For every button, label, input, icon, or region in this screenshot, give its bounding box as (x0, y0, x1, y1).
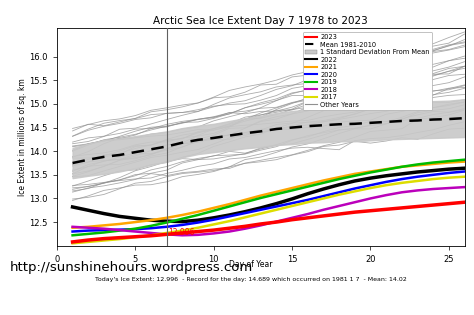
Text: Today's Ice Extent: 12.996  - Record for the day: 14.689 which occurred on 1981 : Today's Ice Extent: 12.996 - Record for … (95, 277, 407, 282)
Y-axis label: Ice Extent in millions of sq. km: Ice Extent in millions of sq. km (18, 78, 27, 196)
Text: Day of Year: Day of Year (229, 260, 273, 269)
Legend: 2023, Mean 1981-2010, 1 Standard Deviation From Mean, 2022, 2021, 2020, 2019, 20: 2023, Mean 1981-2010, 1 Standard Deviati… (303, 32, 432, 110)
Text: http://sunshinehours.wordpress.com: http://sunshinehours.wordpress.com (9, 261, 253, 274)
Title: Arctic Sea Ice Extent Day 7 1978 to 2023: Arctic Sea Ice Extent Day 7 1978 to 2023 (153, 16, 368, 26)
Text: 12.996: 12.996 (168, 228, 195, 237)
